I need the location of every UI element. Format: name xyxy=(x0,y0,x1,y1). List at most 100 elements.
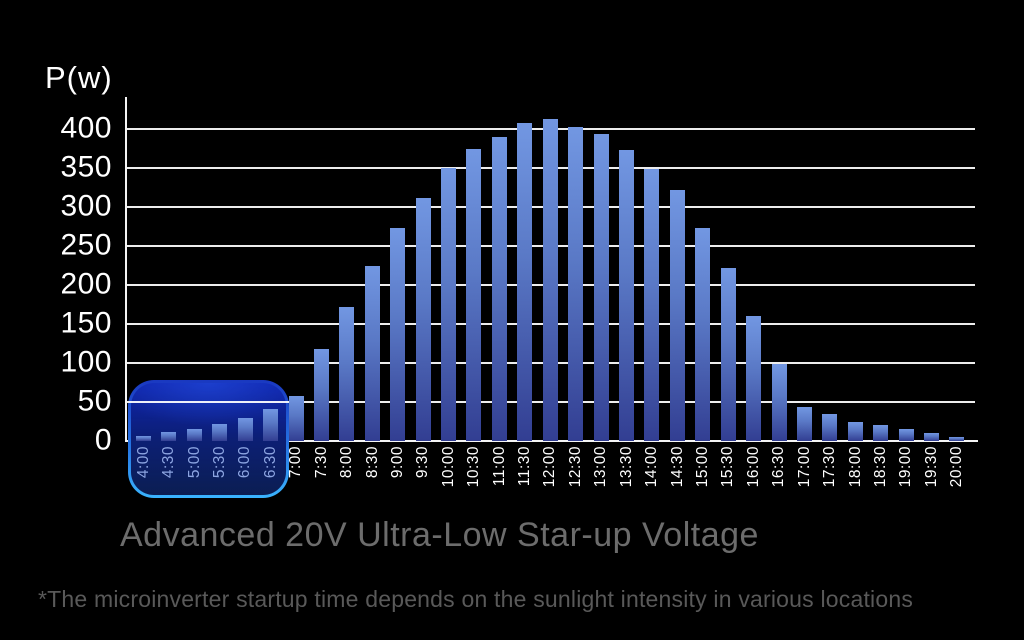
x-tick-label: 20:00 xyxy=(946,446,968,510)
y-tick-label: 300 xyxy=(60,189,112,223)
bar xyxy=(313,348,329,441)
bar xyxy=(924,433,940,441)
bar xyxy=(542,118,558,441)
x-tick-text: 14:30 xyxy=(668,446,686,488)
bar xyxy=(517,122,533,441)
bar xyxy=(186,428,202,441)
x-tick-label: 13:30 xyxy=(615,446,637,510)
chart-caption: Advanced 20V Ultra-Low Star-up Voltage xyxy=(120,516,759,554)
x-tick-text: 10:00 xyxy=(439,446,457,488)
x-tick-label: 15:30 xyxy=(717,446,739,510)
x-tick-text: 6:00 xyxy=(236,446,254,479)
y-axis-title: P(w) xyxy=(45,60,113,95)
x-tick-text: 6:30 xyxy=(261,446,279,479)
x-tick-text: 11:30 xyxy=(516,446,534,487)
bar xyxy=(263,409,279,441)
y-tick-label: 50 xyxy=(77,384,112,418)
bar xyxy=(822,414,838,441)
x-tick-text: 18:00 xyxy=(846,446,864,488)
bar xyxy=(466,149,482,441)
x-tick-text: 10:30 xyxy=(465,446,483,488)
x-tick-label: 5:00 xyxy=(183,446,205,510)
x-axis-line xyxy=(125,440,978,442)
bar xyxy=(441,168,457,441)
x-tick-text: 14:00 xyxy=(643,446,661,488)
bar xyxy=(618,150,634,441)
bar xyxy=(491,136,507,441)
x-tick-text: 19:30 xyxy=(922,446,940,488)
bar xyxy=(669,189,685,441)
bar xyxy=(288,395,304,441)
y-tick-label: 400 xyxy=(60,111,112,145)
x-tick-label: 11:00 xyxy=(488,446,510,510)
x-tick-text: 5:00 xyxy=(185,446,203,479)
x-tick-label: 7:30 xyxy=(310,446,332,510)
footnote-text: *The microinverter startup time depends … xyxy=(38,586,914,612)
bar xyxy=(339,306,355,441)
y-axis-line xyxy=(125,97,127,442)
x-tick-text: 9:30 xyxy=(414,446,432,479)
x-tick-label: 4:00 xyxy=(133,446,155,510)
x-tick-text: 18:30 xyxy=(871,446,889,488)
y-tick-label: 150 xyxy=(60,306,112,340)
x-tick-label: 14:30 xyxy=(666,446,688,510)
x-tick-label: 9:00 xyxy=(387,446,409,510)
bar xyxy=(415,197,431,441)
x-tick-label: 18:30 xyxy=(870,446,892,510)
bar xyxy=(873,425,889,441)
x-tick-label: 15:00 xyxy=(692,446,714,510)
y-tick-label: 250 xyxy=(60,228,112,262)
y-tick-label: 100 xyxy=(60,345,112,379)
x-tick-text: 12:00 xyxy=(541,446,559,488)
x-tick-text: 8:30 xyxy=(363,446,381,479)
x-tick-label: 7:00 xyxy=(285,446,307,510)
x-tick-label: 11:30 xyxy=(514,446,536,510)
bar xyxy=(796,407,812,441)
x-tick-label: 12:30 xyxy=(565,446,587,510)
bar xyxy=(771,363,787,441)
x-tick-text: 13:00 xyxy=(592,446,610,488)
x-tick-text: 20:00 xyxy=(948,446,966,488)
x-tick-label: 8:30 xyxy=(361,446,383,510)
bar xyxy=(847,421,863,441)
y-tick-label: 200 xyxy=(60,267,112,301)
x-tick-label: 14:00 xyxy=(641,446,663,510)
bar xyxy=(212,423,228,441)
bar xyxy=(568,127,584,441)
bar xyxy=(644,168,660,441)
bar xyxy=(720,267,736,441)
bar xyxy=(364,266,380,441)
x-tick-label: 19:00 xyxy=(895,446,917,510)
x-tick-text: 13:30 xyxy=(617,446,635,488)
x-tick-label: 13:00 xyxy=(590,446,612,510)
x-tick-label: 8:00 xyxy=(336,446,358,510)
bar xyxy=(593,133,609,441)
x-tick-label: 10:30 xyxy=(463,446,485,510)
x-tick-text: 12:30 xyxy=(566,446,584,488)
x-tick-label: 19:30 xyxy=(921,446,943,510)
x-tick-label: 10:00 xyxy=(438,446,460,510)
x-tick-label: 12:00 xyxy=(539,446,561,510)
x-tick-text: 16:00 xyxy=(744,446,762,488)
bar xyxy=(161,432,177,441)
y-tick-label: 0 xyxy=(94,423,112,457)
x-tick-text: 16:30 xyxy=(770,446,788,488)
bar xyxy=(237,417,253,441)
x-tick-label: 18:00 xyxy=(844,446,866,510)
x-tick-text: 15:30 xyxy=(719,446,737,488)
bar xyxy=(898,429,914,441)
x-tick-text: 7:30 xyxy=(312,446,330,479)
x-tick-text: 4:00 xyxy=(134,446,152,479)
x-tick-label: 4:30 xyxy=(158,446,180,510)
x-tick-text: 19:00 xyxy=(897,446,915,488)
x-tick-label: 5:30 xyxy=(209,446,231,510)
x-tick-text: 4:30 xyxy=(160,446,178,479)
x-tick-text: 17:30 xyxy=(821,446,839,488)
x-tick-label: 16:00 xyxy=(743,446,765,510)
x-tick-text: 11:00 xyxy=(490,446,508,487)
bar xyxy=(746,316,762,441)
bar xyxy=(136,436,151,441)
x-tick-label: 17:00 xyxy=(793,446,815,510)
